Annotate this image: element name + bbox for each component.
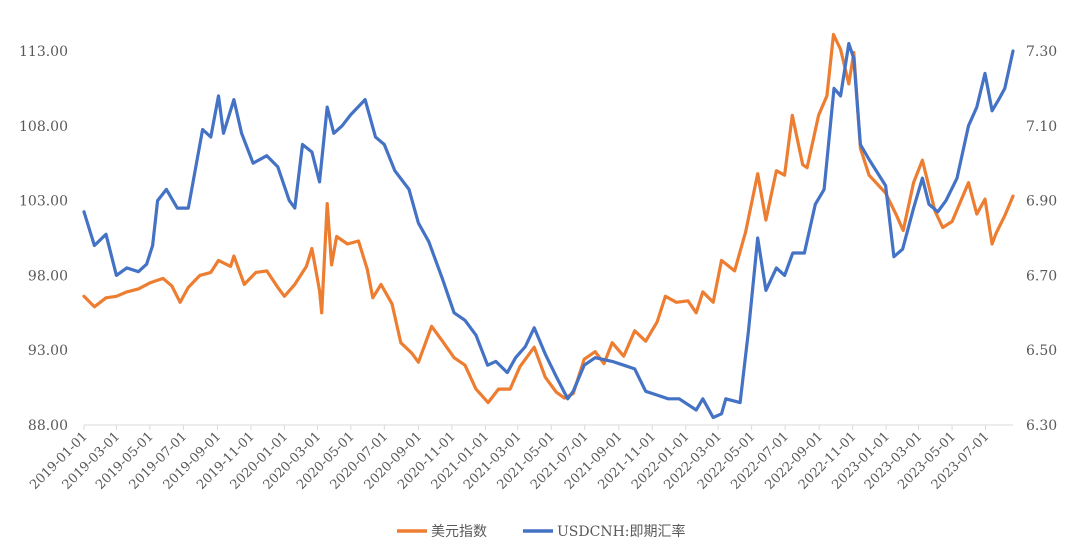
y-right-tick-label: 7.10: [1026, 119, 1057, 135]
y-right-tick-label: 6.50: [1026, 343, 1057, 359]
y-left-tick-label: 88.00: [28, 418, 68, 434]
y-left-tick-label: 98.00: [28, 268, 68, 284]
y-right-tick-label: 6.70: [1026, 268, 1057, 284]
y-right-tick-label: 6.30: [1026, 418, 1057, 434]
series-line-dollar-index: [82, 32, 1015, 405]
legend-label: USDCNH:即期汇率: [557, 523, 686, 540]
y-right-tick-label: 6.90: [1026, 194, 1057, 210]
y-left-tick-label: 113.00: [19, 44, 68, 60]
series-line-usdcnh: [82, 41, 1015, 420]
lines-layer: [82, 32, 1015, 420]
legend: 美元指数 USDCNH:即期汇率: [397, 523, 686, 540]
y-left-tick-label: 93.00: [28, 343, 68, 359]
legend-label: 美元指数: [431, 524, 487, 540]
axes-layer: 88.00 93.00 98.00 103.00 108.00 113.00 6.30 6.5…: [19, 44, 1057, 493]
y-left-tick-label: 103.00: [19, 194, 68, 210]
y-left-tick-label: 108.00: [19, 119, 68, 135]
y-right-tick-label: 7.30: [1026, 44, 1057, 60]
